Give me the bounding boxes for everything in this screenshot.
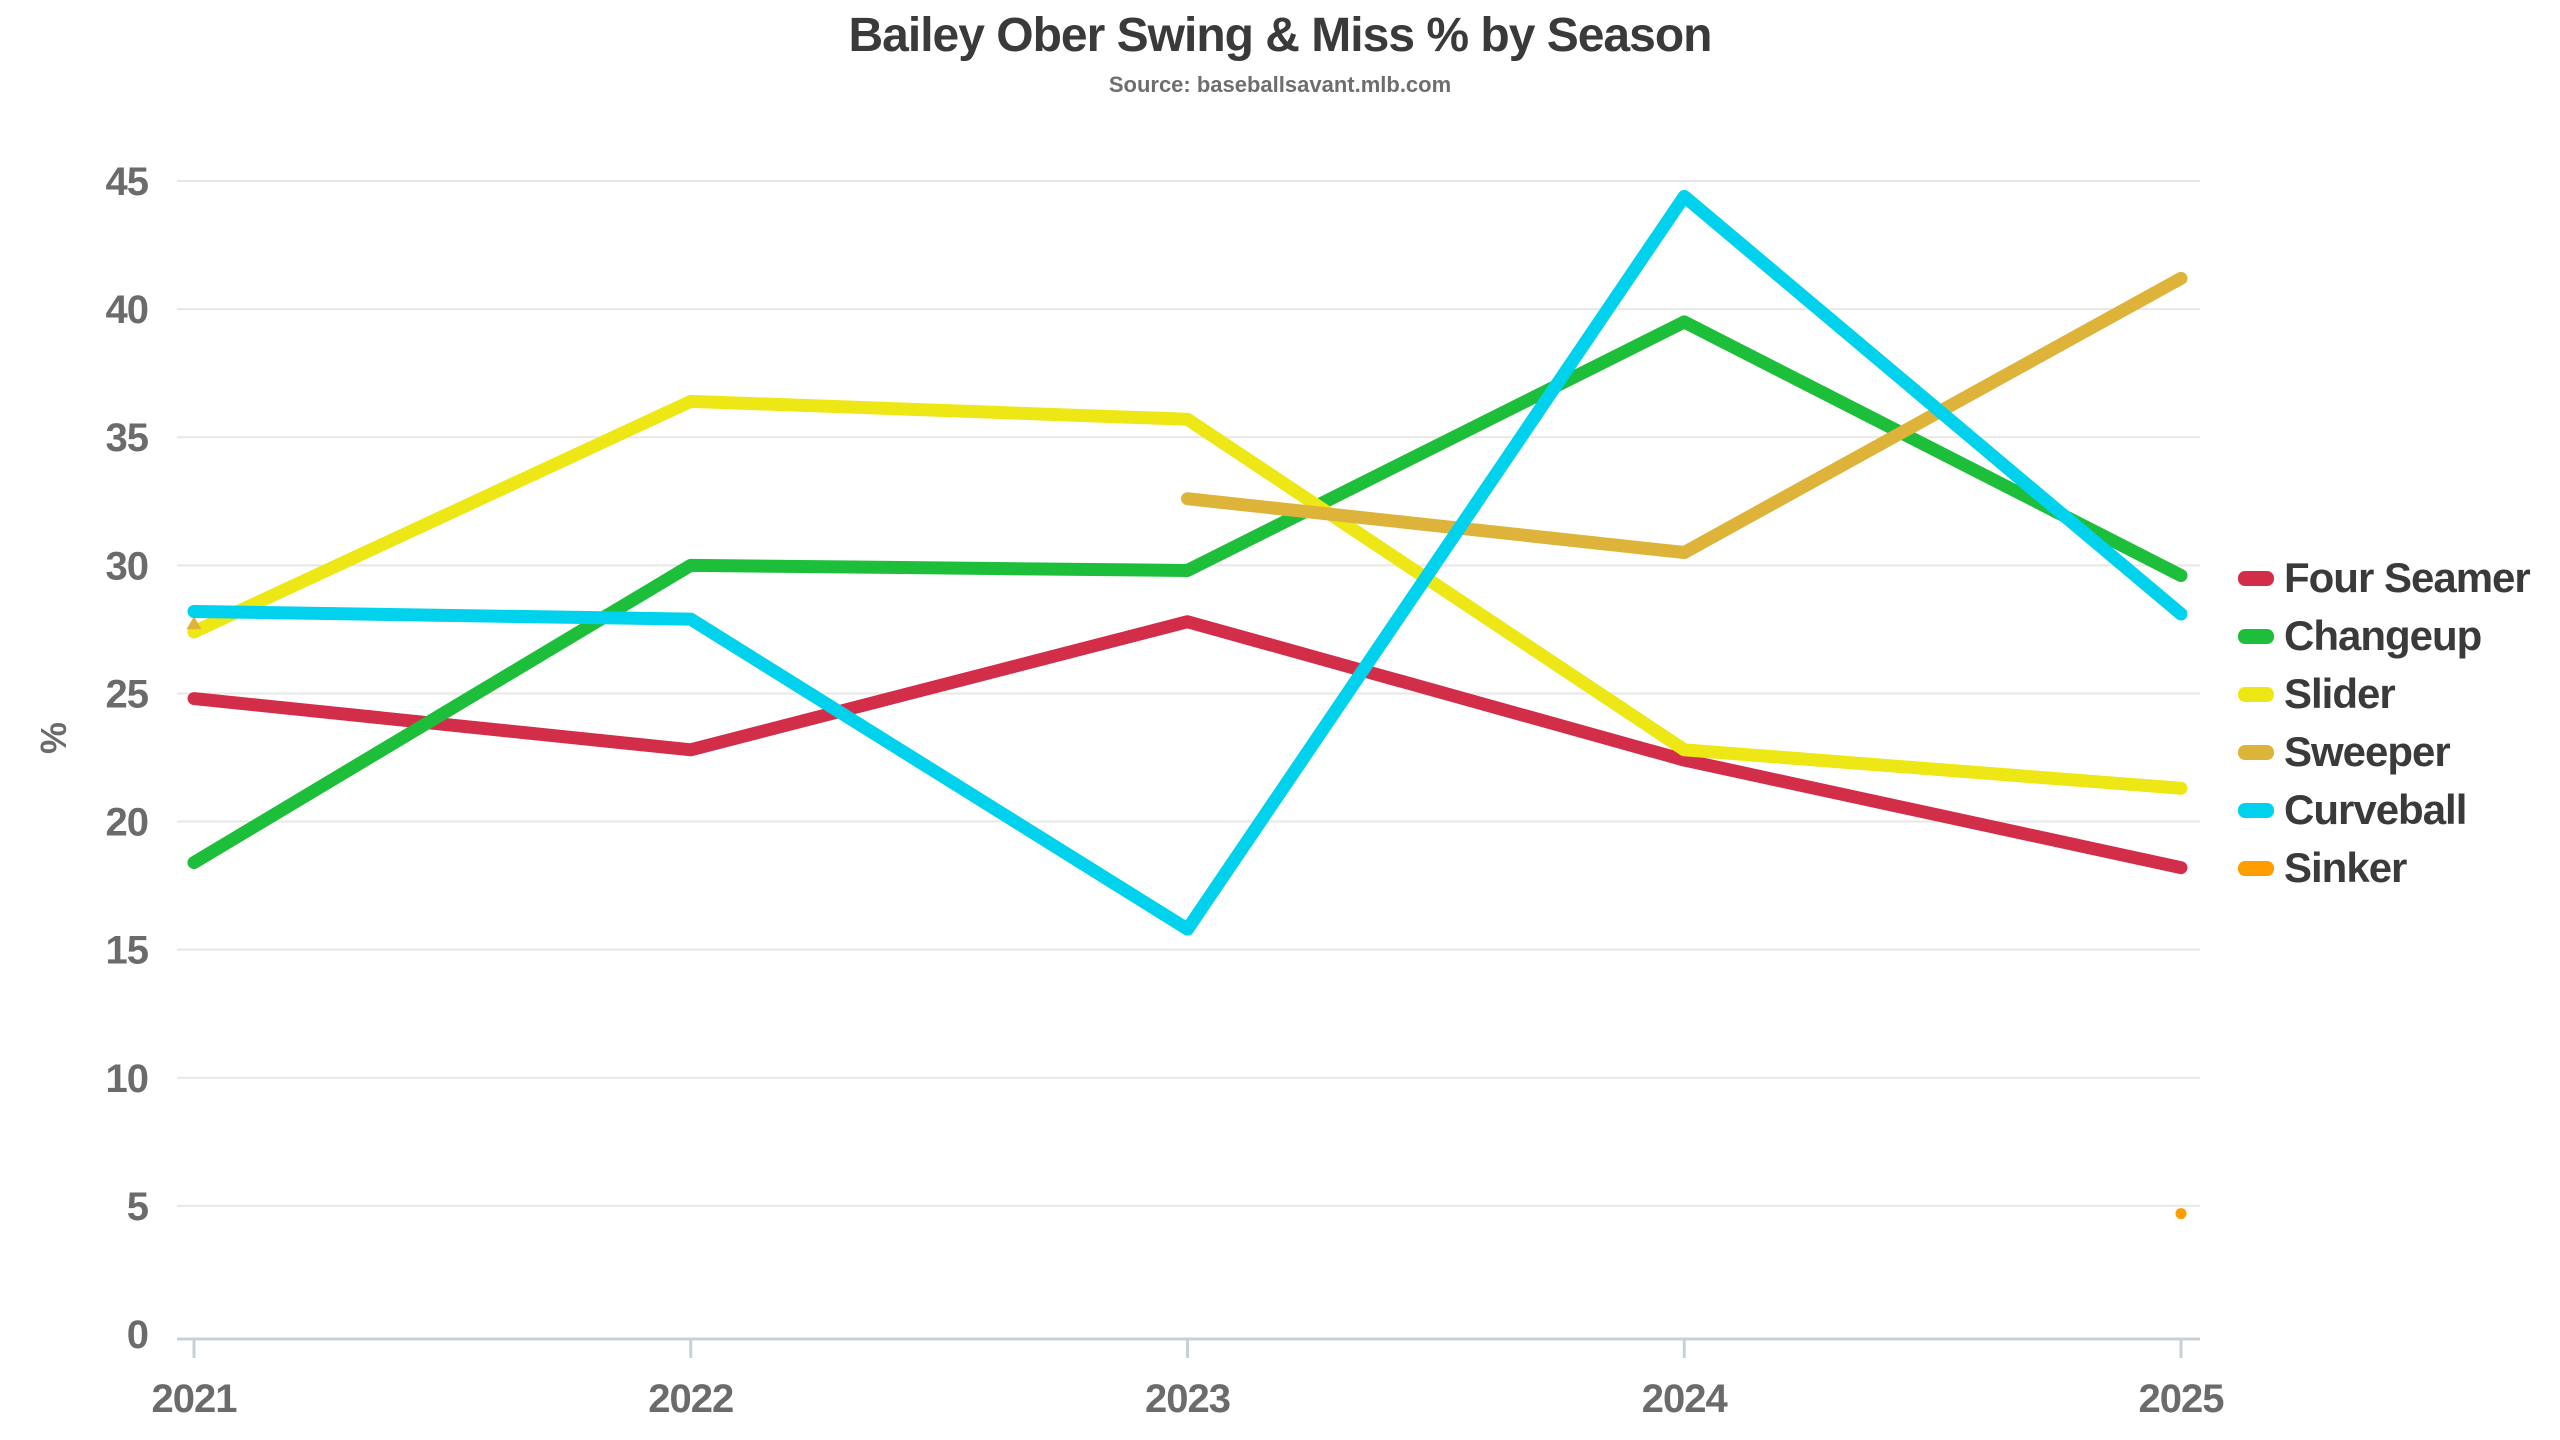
marker-sinker [2175,1208,2187,1220]
series-sweeper [186,271,2188,630]
line-sweeper [1181,271,2188,560]
y-tick-label-25: 25 [106,672,149,716]
legend-item-curveball: Curveball [2238,781,2558,839]
legend-swatch-sweeper [2238,744,2274,760]
legend-item-sweeper: Sweeper [2238,723,2558,781]
legend-item-changeup: Changeup [2238,607,2558,665]
series-changeup [187,315,2188,870]
y-tick-label-20: 20 [106,801,149,845]
line-slider [187,394,2188,795]
series-sinker [2175,1208,2187,1220]
x-tick-labels: 2021 2022 2023 2024 2025 [152,1377,2226,1421]
y-tick-label-15: 15 [106,929,149,973]
line-changeup [187,315,2188,870]
y-tick-label-5: 5 [127,1185,149,1229]
legend-label: Changeup [2284,612,2482,659]
y-tick-label-0: 0 [127,1313,148,1357]
series-four-seamer [187,615,2188,875]
x-axis [177,1337,2200,1358]
marker-sweeper [186,616,202,630]
line-four-seamer [187,615,2188,875]
line-curveball [187,189,2188,936]
x-tick-label-2023: 2023 [1145,1377,1230,1421]
y-tick-label-35: 35 [106,416,149,460]
legend-swatch-curveball [2238,802,2274,818]
y-tick-label-40: 40 [106,288,149,332]
y-tick-label-10: 10 [106,1057,149,1101]
y-tick-label-45: 45 [106,160,149,204]
y-tick-labels: 0 5 10 15 20 25 30 35 40 45 [106,160,150,1357]
legend-item-slider: Slider [2238,665,2558,723]
legend-swatch-slider [2238,686,2274,702]
legend-label: Sinker [2284,844,2407,891]
legend-item-sinker: Sinker [2238,839,2558,897]
y-tick-label-30: 30 [106,544,149,588]
legend-item-four-seamer: Four Seamer [2238,549,2558,607]
x-tick-label-2025: 2025 [2139,1377,2225,1421]
chart-title: Bailey Ober Swing & Miss % by Season [848,9,1713,62]
series-slider [187,394,2188,795]
legend-swatch-changeup [2238,628,2274,644]
x-tick-label-2024: 2024 [1642,1377,1729,1421]
legend-swatch-sinker [2238,860,2274,876]
x-tick-label-2021: 2021 [152,1377,238,1421]
chart-subtitle: Source: baseballsavant.mlb.com [1108,72,1452,97]
legend: Four Seamer Changeup Slider Sweeper Curv… [2238,549,2558,897]
x-tick-label-2022: 2022 [648,1377,733,1421]
legend-label: Slider [2284,670,2396,717]
legend-label: Sweeper [2284,728,2451,775]
legend-label: Curveball [2284,786,2467,833]
legend-label: Four Seamer [2284,554,2531,601]
legend-swatch-four-seamer [2238,570,2274,586]
series-curveball [187,189,2188,936]
gridlines [177,180,2200,1207]
